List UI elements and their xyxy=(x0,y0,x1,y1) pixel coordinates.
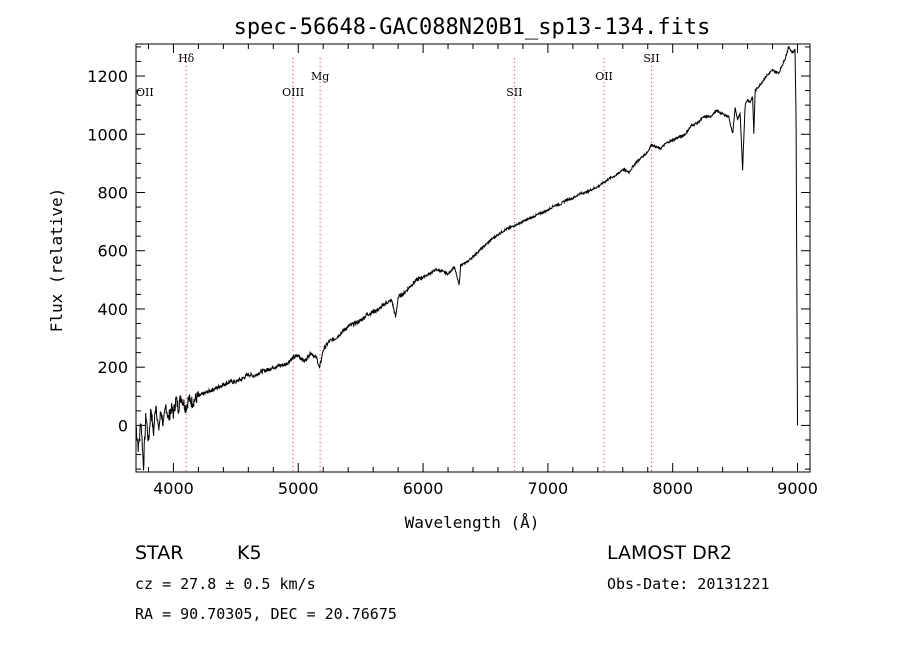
x-tick-label: 7000 xyxy=(528,479,569,498)
line-label: SII xyxy=(643,52,659,65)
line-label: Hδ xyxy=(178,52,195,65)
spectrum-line xyxy=(135,46,798,471)
chart-title: spec-56648-GAC088N20B1_sp13-134.fits xyxy=(234,15,711,40)
x-tick-label: 5000 xyxy=(278,479,319,498)
line-label: Mg xyxy=(311,70,329,83)
x-tick-label: 8000 xyxy=(652,479,693,498)
x-tick-label: 4000 xyxy=(153,479,194,498)
redshift-text: cz = 27.8 ± 0.5 km/s xyxy=(135,575,316,593)
y-axis-label: Flux (relative) xyxy=(47,188,66,333)
y-tick-label: 800 xyxy=(97,183,128,202)
emission-marker-lines xyxy=(185,58,652,472)
y-tick-label: 1200 xyxy=(87,67,128,86)
obs-date: Obs-Date: 20131221 xyxy=(607,575,770,593)
plot-border xyxy=(135,43,811,473)
survey-name: LAMOST DR2 xyxy=(607,542,732,564)
y-tick-label: 400 xyxy=(97,300,128,319)
y-tick-label: 600 xyxy=(97,242,128,261)
line-label: SII xyxy=(506,86,522,99)
y-tick-label: 1000 xyxy=(87,125,128,144)
y-tick-label: 0 xyxy=(118,416,128,435)
object-class: STAR xyxy=(135,542,183,564)
object-subclass: K5 xyxy=(237,542,262,564)
x-tick-label: 9000 xyxy=(777,479,818,498)
plot-frame: 4000 5000 6000 7000 8000 9000 0 200 400 600 800 100… xyxy=(87,43,818,498)
line-label: OII xyxy=(595,70,613,83)
line-label: OII xyxy=(136,86,154,99)
x-axis-label: Wavelength (Å) xyxy=(405,513,540,532)
emission-line-labels: OII Hδ OIII Mg SII OII SII xyxy=(136,52,660,99)
coordinates: RA = 90.70305, DEC = 20.76675 xyxy=(135,605,397,623)
line-label: OIII xyxy=(282,86,304,99)
y-tick-label: 200 xyxy=(97,358,128,377)
x-tick-label: 6000 xyxy=(403,479,444,498)
